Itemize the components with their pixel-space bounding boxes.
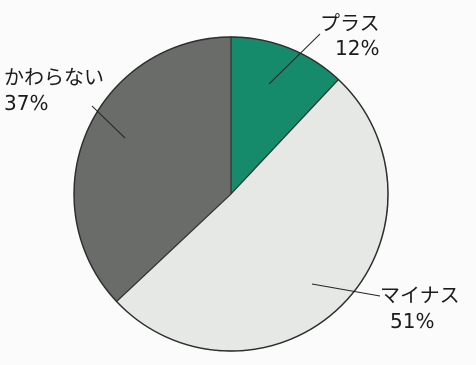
leader-line-plus — [268, 33, 321, 85]
slices-layer — [73, 36, 389, 352]
slice-label-minus-name: マイナス — [380, 283, 460, 307]
leader-line-minus — [311, 283, 381, 297]
pie-outline — [73, 36, 389, 352]
slice-label-plus-value: 12% — [335, 36, 379, 60]
slice-label-minus-value: 51% — [390, 309, 434, 333]
slice-label-kawaranai-name: かわらない — [4, 65, 104, 89]
slice-label-kawaranai-value: 37% — [4, 91, 48, 115]
leader-line-kawaranai — [91, 105, 126, 139]
slice-label-plus-name: プラス — [320, 11, 380, 35]
